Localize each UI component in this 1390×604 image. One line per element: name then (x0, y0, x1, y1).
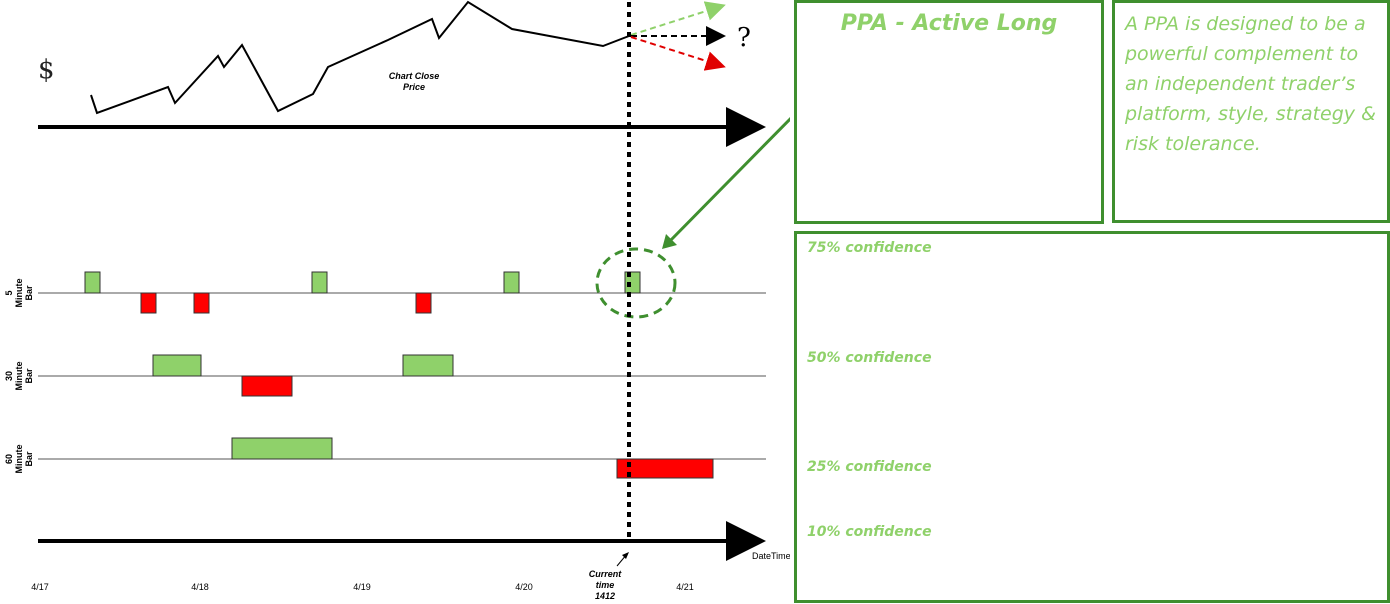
ppa-description-panel: A PPA is designed to be a powerful compl… (1112, 0, 1390, 223)
tick-label: 4/21 (676, 582, 694, 592)
dollar-sign-label: $ (38, 55, 55, 85)
tick-label: 4/20 (515, 582, 533, 592)
bar-5min-bear (140, 292, 157, 314)
current-time-pointer-head (622, 552, 629, 559)
confidence-25: 25% confidence (807, 459, 932, 475)
down-projection-arrow (630, 36, 726, 71)
current-time-label-line1: Current (589, 569, 623, 579)
ppa-description: A PPA is designed to be a powerful compl… (1125, 13, 1376, 155)
current-time-label-line3: 1412 (595, 591, 615, 601)
bar-5min-bear (193, 292, 210, 314)
price-label-line1: Chart Close (389, 71, 440, 81)
confidence-panel: 75% confidence 50% confidence 25% confid… (794, 231, 1390, 603)
axis-label-datetime: DateTime (752, 551, 790, 561)
bar-30min-bear (241, 375, 293, 397)
bar-30min-bull (402, 354, 454, 377)
svg-text:Minute: Minute (14, 445, 24, 474)
tick-label: 4/18 (191, 582, 209, 592)
up-projection-arrow (630, 1, 726, 36)
svg-text:60: 60 (4, 454, 14, 464)
bar-60min-bear (616, 458, 714, 479)
bar-5min-bull (624, 271, 641, 294)
bar-60min-bull (231, 437, 333, 460)
confidence-10: 10% confidence (807, 524, 932, 540)
bar-5min-bear (415, 292, 432, 314)
question-mark: ? (737, 23, 751, 53)
row-30min-label: 30 Minute Bar (4, 362, 34, 391)
svg-text:Bar: Bar (24, 451, 34, 467)
row-60min-label: 60 Minute Bar (4, 445, 34, 474)
svg-text:Bar: Bar (24, 368, 34, 384)
confidence-50: 50% confidence (807, 350, 932, 366)
bar-30min-bull (152, 354, 202, 377)
ppa-title: PPA - Active Long (840, 11, 1058, 36)
row-5min-label: 5 Minute Bar (4, 279, 34, 308)
price-label-line2: Price (403, 82, 425, 92)
price-line (90, 0, 630, 115)
svg-text:Minute: Minute (14, 279, 24, 308)
bar-5min-bull (84, 271, 101, 294)
svg-text:5: 5 (4, 290, 14, 295)
tick-label: 4/19 (353, 582, 371, 592)
bar-5min-bull (503, 271, 520, 294)
tick-label: 4/17 (31, 582, 49, 592)
svg-text:Minute: Minute (14, 362, 24, 391)
callout-arrow (666, 116, 790, 245)
current-signal-highlight (595, 247, 677, 319)
confidence-75: 75% confidence (807, 240, 932, 256)
svg-text:Bar: Bar (24, 285, 34, 301)
svg-text:30: 30 (4, 371, 14, 381)
price-signal-diagram: $ Chart Close Price ? 5 Minute Bar 30 Mi… (4, 0, 790, 601)
bar-5min-bull (311, 271, 328, 294)
callout-arrowhead (662, 234, 677, 249)
ppa-title-panel: PPA - Active Long (794, 0, 1104, 224)
current-time-label-line2: time (596, 580, 615, 590)
